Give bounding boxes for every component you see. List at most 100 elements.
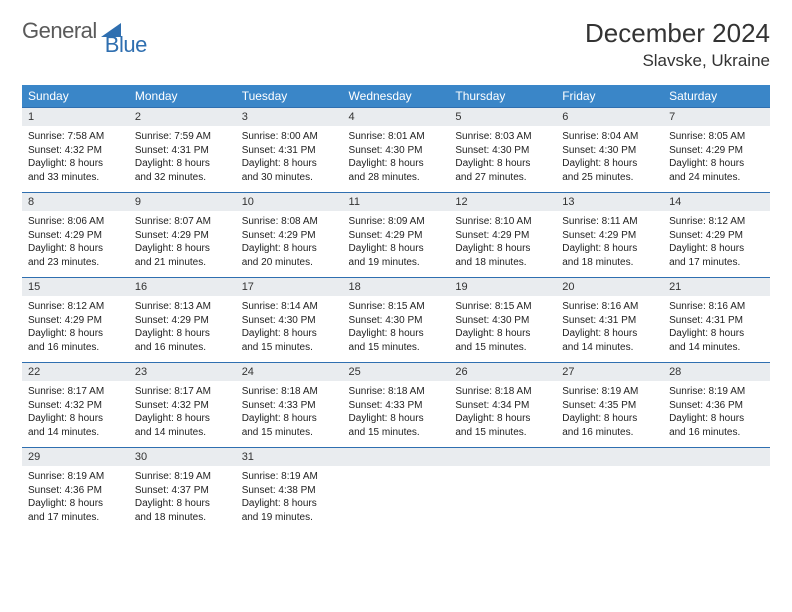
day-header-row: SundayMondayTuesdayWednesdayThursdayFrid… xyxy=(22,85,770,108)
day-number: . xyxy=(449,448,556,466)
day-header: Monday xyxy=(129,85,236,108)
day-number: 27 xyxy=(556,363,663,381)
daylight-text-2: and 27 minutes. xyxy=(455,171,550,185)
day-number: 14 xyxy=(663,193,770,211)
sunset-text: Sunset: 4:30 PM xyxy=(562,144,657,158)
day-number: 9 xyxy=(129,193,236,211)
day-body: Sunrise: 8:12 AMSunset: 4:29 PMDaylight:… xyxy=(22,296,129,362)
day-number: 25 xyxy=(343,363,450,381)
sunrise-text: Sunrise: 8:04 AM xyxy=(562,130,657,144)
daylight-text-2: and 15 minutes. xyxy=(455,341,550,355)
day-cell: 22Sunrise: 8:17 AMSunset: 4:32 PMDayligh… xyxy=(22,363,129,448)
daylight-text-2: and 21 minutes. xyxy=(135,256,230,270)
sunset-text: Sunset: 4:32 PM xyxy=(28,144,123,158)
day-cell: 11Sunrise: 8:09 AMSunset: 4:29 PMDayligh… xyxy=(343,193,450,278)
day-number: 15 xyxy=(22,278,129,296)
day-cell: 5Sunrise: 8:03 AMSunset: 4:30 PMDaylight… xyxy=(449,108,556,193)
logo-text-general: General xyxy=(22,18,97,44)
day-cell: 2Sunrise: 7:59 AMSunset: 4:31 PMDaylight… xyxy=(129,108,236,193)
day-number: 11 xyxy=(343,193,450,211)
day-cell: 24Sunrise: 8:18 AMSunset: 4:33 PMDayligh… xyxy=(236,363,343,448)
daylight-text: Daylight: 8 hours xyxy=(28,157,123,171)
day-body: Sunrise: 8:00 AMSunset: 4:31 PMDaylight:… xyxy=(236,126,343,192)
daylight-text: Daylight: 8 hours xyxy=(349,327,444,341)
sunset-text: Sunset: 4:29 PM xyxy=(669,229,764,243)
daylight-text: Daylight: 8 hours xyxy=(135,497,230,511)
day-cell: 17Sunrise: 8:14 AMSunset: 4:30 PMDayligh… xyxy=(236,278,343,363)
day-number: 29 xyxy=(22,448,129,466)
daylight-text-2: and 19 minutes. xyxy=(349,256,444,270)
day-number: . xyxy=(343,448,450,466)
empty-cell: . xyxy=(556,448,663,533)
daylight-text: Daylight: 8 hours xyxy=(455,412,550,426)
day-cell: 30Sunrise: 8:19 AMSunset: 4:37 PMDayligh… xyxy=(129,448,236,533)
day-cell: 13Sunrise: 8:11 AMSunset: 4:29 PMDayligh… xyxy=(556,193,663,278)
header: General Blue December 2024 Slavske, Ukra… xyxy=(22,18,770,71)
day-cell: 14Sunrise: 8:12 AMSunset: 4:29 PMDayligh… xyxy=(663,193,770,278)
daylight-text: Daylight: 8 hours xyxy=(242,327,337,341)
day-body: Sunrise: 8:12 AMSunset: 4:29 PMDaylight:… xyxy=(663,211,770,277)
sunset-text: Sunset: 4:36 PM xyxy=(669,399,764,413)
day-body: Sunrise: 8:03 AMSunset: 4:30 PMDaylight:… xyxy=(449,126,556,192)
daylight-text-2: and 15 minutes. xyxy=(455,426,550,440)
daylight-text: Daylight: 8 hours xyxy=(28,497,123,511)
day-body xyxy=(663,466,770,524)
daylight-text: Daylight: 8 hours xyxy=(135,157,230,171)
daylight-text-2: and 18 minutes. xyxy=(455,256,550,270)
day-body xyxy=(343,466,450,524)
sunset-text: Sunset: 4:30 PM xyxy=(242,314,337,328)
day-body: Sunrise: 8:01 AMSunset: 4:30 PMDaylight:… xyxy=(343,126,450,192)
sunset-text: Sunset: 4:29 PM xyxy=(135,314,230,328)
day-body: Sunrise: 7:58 AMSunset: 4:32 PMDaylight:… xyxy=(22,126,129,192)
day-number: . xyxy=(556,448,663,466)
daylight-text-2: and 33 minutes. xyxy=(28,171,123,185)
day-body: Sunrise: 8:18 AMSunset: 4:33 PMDaylight:… xyxy=(343,381,450,447)
day-cell: 16Sunrise: 8:13 AMSunset: 4:29 PMDayligh… xyxy=(129,278,236,363)
sunrise-text: Sunrise: 8:03 AM xyxy=(455,130,550,144)
day-cell: 18Sunrise: 8:15 AMSunset: 4:30 PMDayligh… xyxy=(343,278,450,363)
day-cell: 27Sunrise: 8:19 AMSunset: 4:35 PMDayligh… xyxy=(556,363,663,448)
day-body: Sunrise: 8:18 AMSunset: 4:33 PMDaylight:… xyxy=(236,381,343,447)
sunrise-text: Sunrise: 8:07 AM xyxy=(135,215,230,229)
sunset-text: Sunset: 4:31 PM xyxy=(242,144,337,158)
day-cell: 6Sunrise: 8:04 AMSunset: 4:30 PMDaylight… xyxy=(556,108,663,193)
empty-cell: . xyxy=(663,448,770,533)
daylight-text: Daylight: 8 hours xyxy=(28,242,123,256)
daylight-text: Daylight: 8 hours xyxy=(562,412,657,426)
day-number: 28 xyxy=(663,363,770,381)
day-number: 22 xyxy=(22,363,129,381)
day-cell: 20Sunrise: 8:16 AMSunset: 4:31 PMDayligh… xyxy=(556,278,663,363)
sunrise-text: Sunrise: 8:19 AM xyxy=(135,470,230,484)
day-body: Sunrise: 8:19 AMSunset: 4:36 PMDaylight:… xyxy=(663,381,770,447)
daylight-text-2: and 15 minutes. xyxy=(349,426,444,440)
sunset-text: Sunset: 4:29 PM xyxy=(28,229,123,243)
day-body: Sunrise: 8:06 AMSunset: 4:29 PMDaylight:… xyxy=(22,211,129,277)
day-number: 30 xyxy=(129,448,236,466)
day-header: Tuesday xyxy=(236,85,343,108)
sunrise-text: Sunrise: 8:01 AM xyxy=(349,130,444,144)
sunrise-text: Sunrise: 8:16 AM xyxy=(669,300,764,314)
sunrise-text: Sunrise: 8:15 AM xyxy=(455,300,550,314)
day-cell: 15Sunrise: 8:12 AMSunset: 4:29 PMDayligh… xyxy=(22,278,129,363)
daylight-text: Daylight: 8 hours xyxy=(28,327,123,341)
sunrise-text: Sunrise: 8:13 AM xyxy=(135,300,230,314)
sunset-text: Sunset: 4:35 PM xyxy=(562,399,657,413)
day-number: 20 xyxy=(556,278,663,296)
daylight-text: Daylight: 8 hours xyxy=(242,157,337,171)
daylight-text-2: and 18 minutes. xyxy=(562,256,657,270)
day-cell: 12Sunrise: 8:10 AMSunset: 4:29 PMDayligh… xyxy=(449,193,556,278)
day-body: Sunrise: 7:59 AMSunset: 4:31 PMDaylight:… xyxy=(129,126,236,192)
day-body: Sunrise: 8:19 AMSunset: 4:36 PMDaylight:… xyxy=(22,466,129,532)
day-number: 21 xyxy=(663,278,770,296)
daylight-text: Daylight: 8 hours xyxy=(669,157,764,171)
daylight-text-2: and 16 minutes. xyxy=(669,426,764,440)
daylight-text: Daylight: 8 hours xyxy=(455,157,550,171)
daylight-text: Daylight: 8 hours xyxy=(349,157,444,171)
day-cell: 1Sunrise: 7:58 AMSunset: 4:32 PMDaylight… xyxy=(22,108,129,193)
sunset-text: Sunset: 4:29 PM xyxy=(455,229,550,243)
sunrise-text: Sunrise: 8:06 AM xyxy=(28,215,123,229)
daylight-text-2: and 28 minutes. xyxy=(349,171,444,185)
sunrise-text: Sunrise: 8:18 AM xyxy=(455,385,550,399)
day-cell: 21Sunrise: 8:16 AMSunset: 4:31 PMDayligh… xyxy=(663,278,770,363)
daylight-text: Daylight: 8 hours xyxy=(669,327,764,341)
